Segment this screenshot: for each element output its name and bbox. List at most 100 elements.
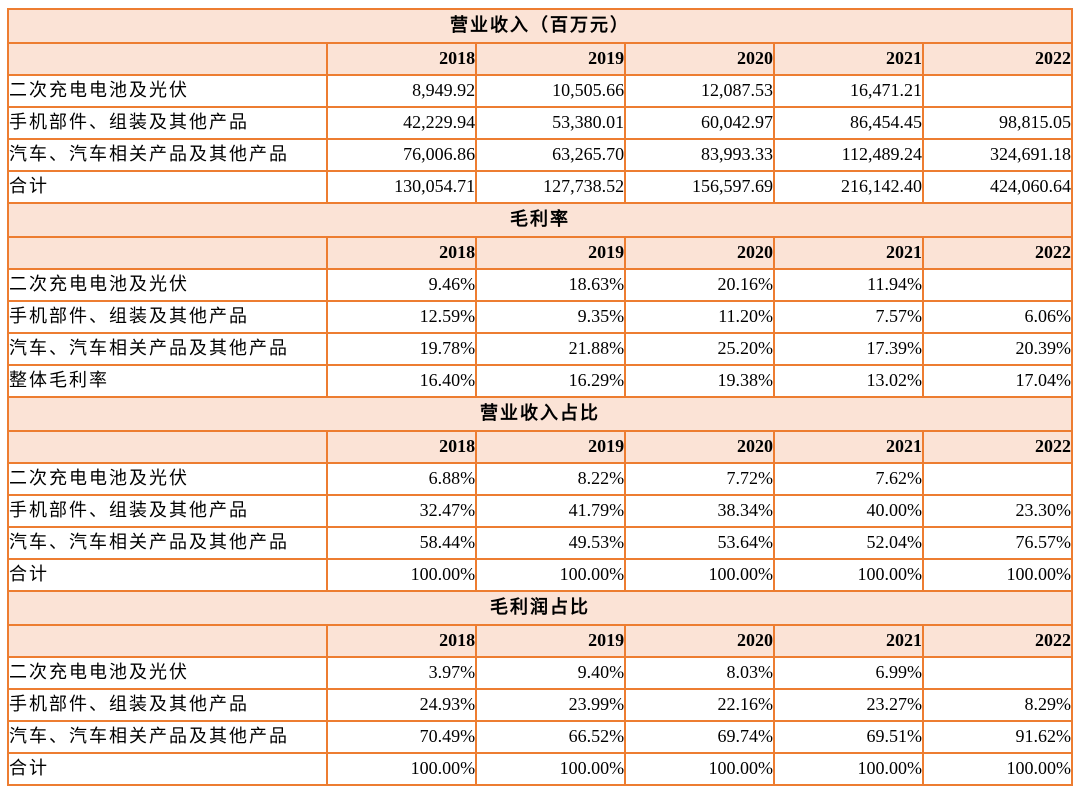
data-cell: 6.99%: [773, 656, 924, 690]
data-cell: 16.29%: [475, 364, 627, 398]
data-cell: 19.78%: [326, 332, 478, 366]
row-label: 二次充电电池及光伏: [6, 462, 329, 496]
data-cell: 40.00%: [773, 494, 924, 528]
table-row: 手机部件、组装及其他产品 24.93% 23.99% 22.16% 23.27% 8.29…: [6, 688, 1073, 722]
year-header-row: 2018 2019 2020 2021 2022: [6, 42, 1073, 76]
year-header-1-2: 2019: [475, 236, 627, 270]
data-cell: 22.16%: [624, 688, 776, 722]
data-cell: 100.00%: [475, 752, 627, 786]
data-cell: 100.00%: [773, 752, 924, 786]
data-cell: 20.39%: [922, 332, 1073, 366]
section-title: 营业收入占比: [7, 396, 1073, 432]
row-label: 手机部件、组装及其他产品: [6, 106, 329, 140]
row-label: 手机部件、组装及其他产品: [6, 494, 329, 528]
table-row: 汽车、汽车相关产品及其他产品 58.44% 49.53% 53.64% 52.04% 76…: [6, 526, 1073, 560]
year-header-2-2: 2019: [475, 430, 627, 464]
table-row: 合计 100.00% 100.00% 100.00% 100.00% 100.00%: [6, 558, 1073, 592]
data-cell: 100.00%: [624, 752, 776, 786]
table-row: 合计 100.00% 100.00% 100.00% 100.00% 100.00%: [6, 752, 1073, 786]
data-cell: 53.64%: [624, 526, 776, 560]
table-row: 二次充电电池及光伏 6.88% 8.22% 7.72% 7.62%: [6, 462, 1073, 496]
table-row: 汽车、汽车相关产品及其他产品 70.49% 66.52% 69.74% 69.51% 91…: [6, 720, 1073, 754]
data-cell: 17.04%: [922, 364, 1073, 398]
financial-table-body: 营业收入（百万元） 2018 2019 2020 2021 2022 二次充电电池及光伏 8,…: [6, 8, 1073, 786]
data-cell: 8,949.92: [326, 74, 478, 108]
data-cell: 23.99%: [475, 688, 627, 722]
row-label: 合计: [6, 170, 329, 204]
data-cell: 3.97%: [326, 656, 478, 690]
row-label: 汽车、汽车相关产品及其他产品: [6, 720, 329, 754]
section-title-row: 营业收入（百万元）: [7, 8, 1073, 44]
data-cell: 19.38%: [624, 364, 776, 398]
year-header-2-4: 2021: [773, 430, 924, 464]
row-label: 汽车、汽车相关产品及其他产品: [6, 332, 329, 366]
data-cell: 76.57%: [922, 526, 1073, 560]
data-cell: 25.20%: [624, 332, 776, 366]
data-cell: 24.93%: [326, 688, 478, 722]
year-header-3-3: 2020: [624, 624, 776, 658]
data-cell: 69.74%: [624, 720, 776, 754]
year-header-0-5: 2022: [922, 42, 1073, 76]
year-header-1-4: 2021: [773, 236, 924, 270]
data-cell: 63,265.70: [475, 138, 627, 172]
data-cell: 7.62%: [773, 462, 924, 496]
empty-header-cell: [6, 236, 329, 270]
data-cell: 324,691.18: [922, 138, 1073, 172]
data-cell: [922, 462, 1073, 496]
data-cell: 7.57%: [773, 300, 924, 334]
year-header-0-1: 2018: [326, 42, 478, 76]
data-cell: 52.04%: [773, 526, 924, 560]
financial-table: 营业收入（百万元） 2018 2019 2020 2021 2022 二次充电电池及光伏 8,…: [6, 8, 1073, 786]
empty-header-cell: [6, 624, 329, 658]
data-cell: [922, 74, 1073, 108]
row-label: 整体毛利率: [6, 364, 329, 398]
data-cell: 100.00%: [922, 752, 1073, 786]
data-cell: 12,087.53: [624, 74, 776, 108]
table-row: 手机部件、组装及其他产品 42,229.94 53,380.01 60,042.97 8…: [6, 106, 1073, 140]
year-header-0-2: 2019: [475, 42, 627, 76]
row-label: 二次充电电池及光伏: [6, 656, 329, 690]
data-cell: 7.72%: [624, 462, 776, 496]
data-cell: 76,006.86: [326, 138, 478, 172]
year-header-row: 2018 2019 2020 2021 2022: [6, 430, 1073, 464]
row-label: 二次充电电池及光伏: [6, 268, 329, 302]
data-cell: 49.53%: [475, 526, 627, 560]
data-cell: 21.88%: [475, 332, 627, 366]
table-row: 整体毛利率 16.40% 16.29% 19.38% 13.02% 17.04%: [6, 364, 1073, 398]
data-cell: 83,993.33: [624, 138, 776, 172]
year-header-1-5: 2022: [922, 236, 1073, 270]
data-cell: 66.52%: [475, 720, 627, 754]
data-cell: 6.88%: [326, 462, 478, 496]
row-label: 合计: [6, 558, 329, 592]
data-cell: 9.40%: [475, 656, 627, 690]
row-label: 手机部件、组装及其他产品: [6, 300, 329, 334]
table-row: 汽车、汽车相关产品及其他产品 19.78% 21.88% 25.20% 17.39% 20…: [6, 332, 1073, 366]
data-cell: 16,471.21: [773, 74, 924, 108]
data-cell: 16.40%: [326, 364, 478, 398]
data-cell: 23.27%: [773, 688, 924, 722]
data-cell: 6.06%: [922, 300, 1073, 334]
section-title-row: 营业收入占比: [7, 396, 1073, 432]
data-cell: [922, 268, 1073, 302]
data-cell: 11.94%: [773, 268, 924, 302]
data-cell: 98,815.05: [922, 106, 1073, 140]
data-cell: 23.30%: [922, 494, 1073, 528]
data-cell: 8.29%: [922, 688, 1073, 722]
data-cell: 53,380.01: [475, 106, 627, 140]
year-header-2-1: 2018: [326, 430, 478, 464]
data-cell: 100.00%: [624, 558, 776, 592]
year-header-3-5: 2022: [922, 624, 1073, 658]
data-cell: 10,505.66: [475, 74, 627, 108]
row-label: 二次充电电池及光伏: [6, 74, 329, 108]
row-label: 手机部件、组装及其他产品: [6, 688, 329, 722]
table-row: 二次充电电池及光伏 9.46% 18.63% 20.16% 11.94%: [6, 268, 1073, 302]
data-cell: [922, 656, 1073, 690]
data-cell: 11.20%: [624, 300, 776, 334]
year-header-3-1: 2018: [326, 624, 478, 658]
row-label: 汽车、汽车相关产品及其他产品: [6, 526, 329, 560]
data-cell: 8.22%: [475, 462, 627, 496]
data-cell: 32.47%: [326, 494, 478, 528]
data-cell: 100.00%: [773, 558, 924, 592]
year-header-row: 2018 2019 2020 2021 2022: [6, 236, 1073, 270]
data-cell: 13.02%: [773, 364, 924, 398]
